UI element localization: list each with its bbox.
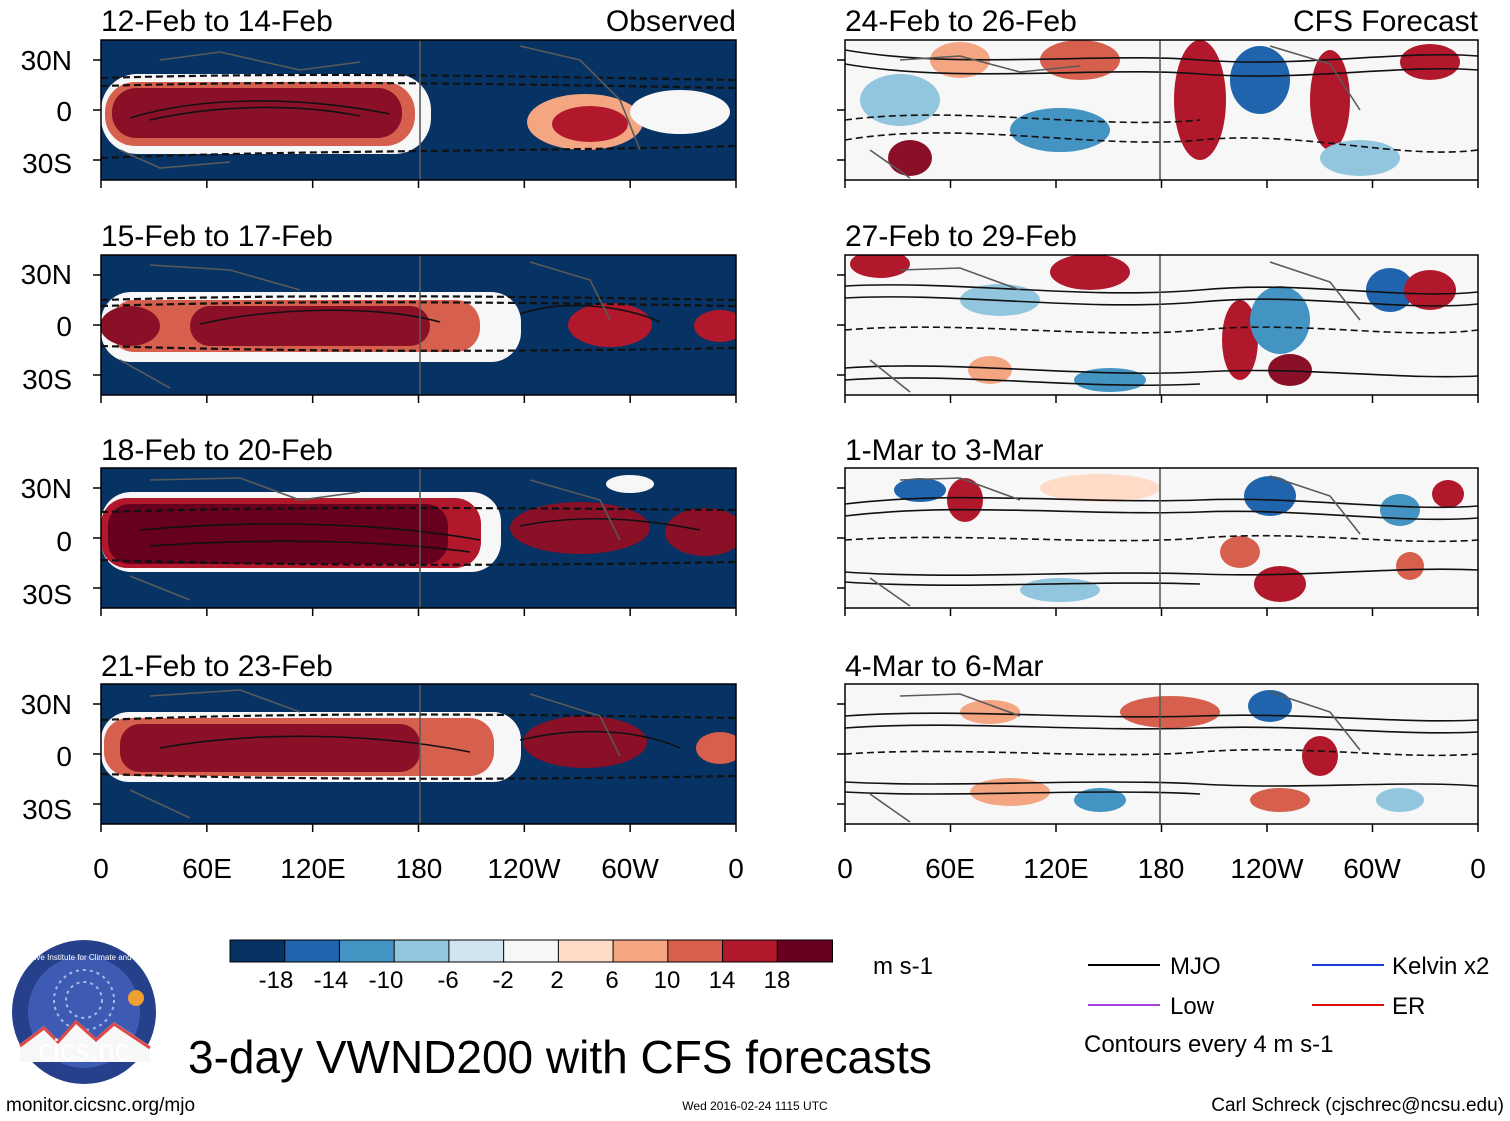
panel-title-obs3: 18-Feb to 20-Feb: [101, 434, 333, 467]
units-label: m s-1: [873, 953, 933, 980]
lon-label: 0: [1470, 853, 1486, 884]
colorbar-tick: 14: [709, 967, 736, 994]
panel-title-fc3: 1-Mar to 3-Mar: [845, 434, 1043, 467]
colorbar-swatch: [503, 939, 560, 963]
axis-tickmarks: [93, 59, 1479, 832]
colorbar-swatch: [722, 939, 779, 963]
panel-obs1: [100, 39, 737, 181]
panel-title-fc1: 24-Feb to 26-Feb: [845, 5, 1077, 38]
lat-label-30n: 30N: [21, 689, 72, 720]
colorbar-tick: 10: [654, 967, 681, 994]
colorbar-swatch: [393, 939, 450, 963]
legend-label-kelvin: Kelvin x2: [1392, 953, 1489, 980]
logo-ring-text: Cooperative Institute for Climate and Sa…: [2, 953, 167, 962]
colorbar-tick: -14: [314, 967, 349, 994]
lat-label-0: 0: [56, 96, 72, 127]
lat-label-0: 0: [56, 526, 72, 557]
lon-label: 180: [1138, 853, 1185, 884]
legend-label-mjo: MJO: [1170, 953, 1221, 980]
lat-label-30s: 30S: [22, 148, 72, 179]
panel-title-fc2: 27-Feb to 29-Feb: [845, 220, 1077, 253]
colorbar-tick: -2: [492, 967, 513, 994]
colorbar-swatch: [448, 939, 505, 963]
panel-title-fc4: 4-Mar to 6-Mar: [845, 650, 1043, 683]
panel-obs2: [100, 254, 737, 396]
footer-url[interactable]: monitor.cicsnc.org/mjo: [6, 1095, 195, 1116]
colorbar-tick: 6: [605, 967, 618, 994]
footer-timestamp: Wed 2016-02-24 1115 UTC: [682, 1099, 828, 1113]
panel-fc3: [844, 467, 1479, 609]
observed-label: Observed: [606, 5, 736, 38]
colorbar-tick: 18: [764, 967, 791, 994]
lon-label: 60E: [925, 853, 975, 884]
lon-labels-right: 0 60E 120E 180 120W 60W 0: [837, 853, 1486, 884]
lat-label-0: 0: [56, 311, 72, 342]
lat-label-30n: 30N: [21, 259, 72, 290]
lon-label: 60W: [1343, 853, 1401, 884]
lon-label: 120W: [487, 853, 561, 884]
lon-label: 0: [837, 853, 853, 884]
colorbar-tick: -6: [437, 967, 458, 994]
contour-note: Contours every 4 m s-1: [1084, 1031, 1333, 1058]
panel-title-obs2: 15-Feb to 17-Feb: [101, 220, 333, 253]
legend-label-low: Low: [1170, 993, 1215, 1020]
colorbar-swatch: [776, 939, 834, 963]
legend-label-er: ER: [1392, 993, 1425, 1020]
cics-logo: cics.nc Cooperative Institute for Climat…: [2, 940, 167, 1084]
panel-obs4: [100, 683, 737, 825]
panel-fc2: [844, 254, 1479, 396]
legend: MJO Kelvin x2 Low ER Contours every 4 m …: [1084, 953, 1489, 1058]
lat-label-0: 0: [56, 741, 72, 772]
lat-label-30n: 30N: [21, 473, 72, 504]
lat-label-30n: 30N: [21, 45, 72, 76]
colorbar-swatch: [229, 939, 286, 963]
panel-title-obs1: 12-Feb to 14-Feb: [101, 5, 333, 38]
lon-label: 0: [93, 853, 109, 884]
colorbar-swatch: [612, 939, 669, 963]
lon-label: 120W: [1230, 853, 1304, 884]
lat-label-30s: 30S: [22, 579, 72, 610]
lat-labels: 30N 0 30S 30N 0 30S 30N 0 30S 30N 0 30S: [21, 45, 72, 825]
lat-label-30s: 30S: [22, 794, 72, 825]
colorbar-swatch: [284, 939, 341, 963]
colorbar-tick: -18: [259, 967, 294, 994]
colorbar-swatch: [338, 939, 396, 963]
lon-label: 60E: [182, 853, 232, 884]
panel-title-obs4: 21-Feb to 23-Feb: [101, 650, 333, 683]
lon-label: 180: [396, 853, 443, 884]
main-title: 3-day VWND200 with CFS forecasts: [188, 1031, 932, 1083]
colorbar-swatch: [557, 939, 615, 963]
panel-fc1: [844, 39, 1479, 181]
logo-text: cics.nc: [38, 1034, 130, 1067]
lon-label: 0: [728, 853, 744, 884]
colorbar-swatch: [667, 939, 724, 963]
lon-label: 60W: [601, 853, 659, 884]
lat-label-30s: 30S: [22, 364, 72, 395]
colorbar-tick: 2: [550, 967, 563, 994]
panel-fc4: [844, 683, 1479, 825]
forecast-label: CFS Forecast: [1293, 5, 1479, 38]
footer-author: Carl Schreck (cjschrec@ncsu.edu): [1211, 1095, 1504, 1116]
panel-obs3: [100, 467, 737, 609]
lon-labels-left: 0 60E 120E 180 120W 60W 0: [93, 853, 744, 884]
colorbar-tick: -10: [369, 967, 404, 994]
lon-label: 120E: [280, 853, 345, 884]
lon-label: 120E: [1023, 853, 1088, 884]
colorbar: [229, 939, 834, 963]
